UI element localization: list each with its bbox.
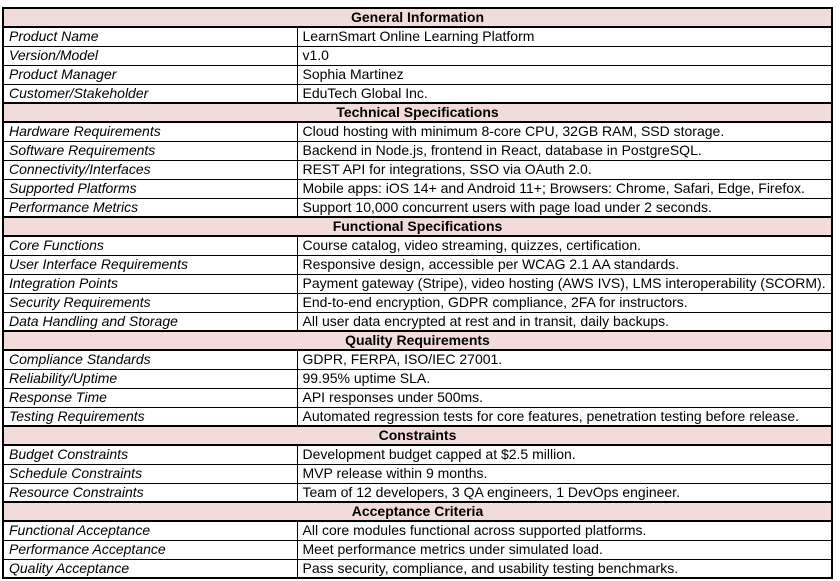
table-row: Budget Constraints Development budget cap… — [2, 444, 833, 465]
value-cell: Mobile apps: iOS 14+ and Android 11+; Br… — [296, 178, 833, 199]
section-header-row: Constraints — [2, 425, 833, 446]
attribute-cell: Connectivity/Interfaces — [2, 159, 298, 180]
attribute-cell: Version/Model — [2, 45, 298, 66]
table-row: Core Functions Course catalog, video stre… — [2, 235, 833, 256]
section-title: General Information — [2, 7, 833, 28]
value-cell: API responses under 500ms. — [296, 387, 833, 408]
section-header-row: Quality Requirements — [2, 330, 833, 351]
attribute-cell: Customer/Stakeholder — [2, 83, 298, 104]
value-cell: Automated regression tests for core feat… — [296, 406, 833, 427]
value-cell: MVP release within 9 months. — [296, 463, 833, 484]
attribute-cell: Quality Acceptance — [2, 558, 298, 579]
attribute-cell: Security Requirements — [2, 292, 298, 313]
table-row: Data Handling and Storage All user data e… — [2, 311, 833, 332]
value-cell: REST API for integrations, SSO via OAuth… — [296, 159, 833, 180]
table-row: Product Manager Sophia Martinez — [2, 64, 833, 85]
value-cell: All user data encrypted at rest and in t… — [296, 311, 833, 332]
section-header-row: Functional Specifications — [2, 216, 833, 237]
value-cell: LearnSmart Online Learning Platform — [296, 26, 833, 47]
value-cell: Cloud hosting with minimum 8-core CPU, 3… — [296, 121, 833, 142]
section-header-row: General Information — [2, 7, 833, 28]
table-row: Performance Metrics Support 10,000 concur… — [2, 197, 833, 218]
table-row: Security Requirements End-to-end encrypti… — [2, 292, 833, 313]
value-cell: Backend in Node.js, frontend in React, d… — [296, 140, 833, 161]
value-cell: Support 10,000 concurrent users with pag… — [296, 197, 833, 218]
attribute-cell: Response Time — [2, 387, 298, 408]
attribute-cell: Functional Acceptance — [2, 520, 298, 541]
value-cell: EduTech Global Inc. — [296, 83, 833, 104]
table-row: Integration Points Payment gateway (Strip… — [2, 273, 833, 294]
value-cell: Sophia Martinez — [296, 64, 833, 85]
table-row: Resource Constraints Team of 12 developer… — [2, 482, 833, 503]
attribute-cell: Reliability/Uptime — [2, 368, 298, 389]
table-row: Supported Platforms Mobile apps: iOS 14+ … — [2, 178, 833, 199]
section-title: Technical Specifications — [2, 102, 833, 123]
table-row: Connectivity/Interfaces REST API for inte… — [2, 159, 833, 180]
table-row: Response Time API responses under 500ms. — [2, 387, 833, 408]
table-row: Software Requirements Backend in Node.js,… — [2, 140, 833, 161]
value-cell: Development budget capped at $2.5 millio… — [296, 444, 833, 465]
value-cell: Pass security, compliance, and usability… — [296, 558, 833, 579]
table-row: Reliability/Uptime 99.95% uptime SLA. — [2, 368, 833, 389]
value-cell: Payment gateway (Stripe), video hosting … — [296, 273, 833, 294]
attribute-cell: Hardware Requirements — [2, 121, 298, 142]
attribute-cell: Software Requirements — [2, 140, 298, 161]
attribute-cell: Product Name — [2, 26, 298, 47]
value-cell: v1.0 — [296, 45, 833, 66]
section-title: Functional Specifications — [2, 216, 833, 237]
product-spec-table: General Information Product Name LearnSmar… — [2, 7, 833, 579]
attribute-cell: Supported Platforms — [2, 178, 298, 199]
attribute-cell: Compliance Standards — [2, 349, 298, 370]
value-cell: End-to-end encryption, GDPR compliance, … — [296, 292, 833, 313]
value-cell: Meet performance metrics under simulated… — [296, 539, 833, 560]
table-row: Functional Acceptance All core modules fu… — [2, 520, 833, 541]
table-row: Testing Requirements Automated regression… — [2, 406, 833, 427]
document-page: General Information Product Name LearnSmar… — [2, 7, 833, 579]
attribute-cell: Product Manager — [2, 64, 298, 85]
value-cell: Team of 12 developers, 3 QA engineers, 1… — [296, 482, 833, 503]
section-header-row: Acceptance Criteria — [2, 501, 833, 522]
attribute-cell: User Interface Requirements — [2, 254, 298, 275]
table-row: User Interface Requirements Responsive de… — [2, 254, 833, 275]
table-row: Compliance Standards GDPR, FERPA, ISO/IEC… — [2, 349, 833, 370]
section-title: Quality Requirements — [2, 330, 833, 351]
value-cell: GDPR, FERPA, ISO/IEC 27001. — [296, 349, 833, 370]
table-row: Customer/Stakeholder EduTech Global Inc. — [2, 83, 833, 104]
value-cell: Responsive design, accessible per WCAG 2… — [296, 254, 833, 275]
value-cell: Course catalog, video streaming, quizzes… — [296, 235, 833, 256]
attribute-cell: Budget Constraints — [2, 444, 298, 465]
attribute-cell: Data Handling and Storage — [2, 311, 298, 332]
section-title: Constraints — [2, 425, 833, 446]
attribute-cell: Performance Metrics — [2, 197, 298, 218]
table-row: Hardware Requirements Cloud hosting with … — [2, 121, 833, 142]
attribute-cell: Schedule Constraints — [2, 463, 298, 484]
table-row: Product Name LearnSmart Online Learning P… — [2, 26, 833, 47]
value-cell: All core modules functional across suppo… — [296, 520, 833, 541]
attribute-cell: Performance Acceptance — [2, 539, 298, 560]
table-row: Quality Acceptance Pass security, complia… — [2, 558, 833, 579]
attribute-cell: Core Functions — [2, 235, 298, 256]
table-row: Schedule Constraints MVP release within 9… — [2, 463, 833, 484]
value-cell: 99.95% uptime SLA. — [296, 368, 833, 389]
section-header-row: Technical Specifications — [2, 102, 833, 123]
attribute-cell: Resource Constraints — [2, 482, 298, 503]
table-row: Performance Acceptance Meet performance m… — [2, 539, 833, 560]
table-row: Version/Model v1.0 — [2, 45, 833, 66]
attribute-cell: Testing Requirements — [2, 406, 298, 427]
attribute-cell: Integration Points — [2, 273, 298, 294]
section-title: Acceptance Criteria — [2, 501, 833, 522]
